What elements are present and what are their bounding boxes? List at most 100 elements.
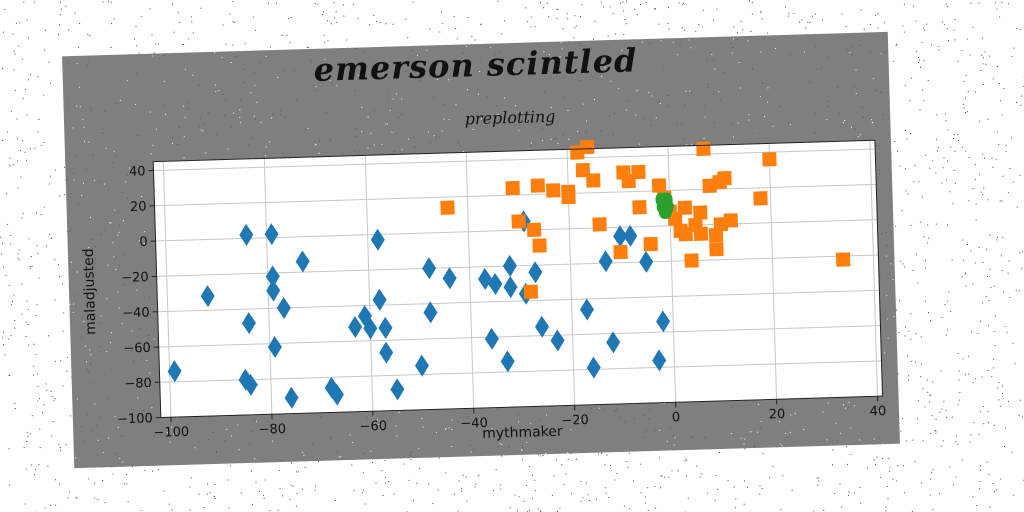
square-point (561, 189, 576, 205)
square-point (579, 139, 595, 155)
x-grid-line (465, 152, 475, 409)
diamond-point (276, 296, 291, 319)
scatter-chart: −100 −80 −60 −40 −20 0 20 40 −100 −80 −60 −40 −20 0 20… (81, 107, 887, 442)
diamond-point (639, 250, 654, 273)
square-point (545, 183, 561, 198)
square-point (835, 252, 851, 267)
square-point (643, 236, 658, 252)
x-grid-line (263, 158, 273, 415)
figure-canvas: emerson scintled −100 −80 −60 −40 −20 0 20 40 −1… (62, 31, 900, 469)
square-point (693, 205, 708, 220)
square-point (526, 222, 542, 238)
diamond-point (264, 223, 279, 246)
x-tick-label: −40 (460, 416, 488, 432)
diamond-point (348, 316, 363, 339)
diamond-point (295, 250, 310, 273)
x-tick-label: 0 (672, 410, 681, 425)
y-tick-label: 40 (129, 164, 146, 179)
square-point (723, 213, 739, 228)
x-tick-label: −60 (359, 419, 387, 435)
diamond-point (378, 316, 393, 339)
y-axis-label: maladjusted (81, 248, 100, 335)
diamond-point (528, 261, 543, 284)
diamond-point (623, 224, 638, 247)
diamond-point (442, 267, 457, 290)
y-grid-line (159, 360, 882, 383)
diamond-point (423, 301, 438, 324)
square-point (532, 238, 547, 253)
diamond-point (329, 383, 344, 406)
square-point (717, 171, 732, 186)
diamond-point (586, 356, 601, 379)
square-point (684, 253, 699, 268)
y-tick-label: −80 (124, 376, 152, 392)
square-point (708, 227, 724, 243)
diamond-point (652, 349, 667, 372)
diamond-point (200, 285, 215, 308)
diamond-point (167, 360, 182, 383)
diamond-point (535, 315, 550, 338)
x-tick-label: −20 (561, 413, 589, 429)
x-axis-label: mythmaker (482, 424, 563, 442)
diamond-point (265, 265, 280, 288)
square-point (762, 152, 777, 167)
square-point (753, 191, 768, 206)
diamond-point (266, 279, 281, 302)
axis-ticks: −100 −80 −60 −40 −20 0 20 40 −100 −80 −60 −40 −20 0 20… (117, 164, 887, 441)
square-point (523, 284, 539, 299)
circle-point (661, 195, 672, 210)
x-tick-label: 20 (769, 407, 786, 422)
square-point (530, 178, 546, 193)
square-point (505, 180, 520, 196)
diamond-point (243, 373, 258, 396)
y-tick-label: 20 (130, 200, 147, 215)
square-point (631, 164, 646, 180)
x-grid-line (768, 143, 778, 400)
diamond-point (379, 341, 394, 364)
x-grid-line (869, 140, 879, 397)
square-point (511, 214, 526, 229)
x-grid-line (364, 155, 374, 412)
diamond-point (484, 327, 499, 350)
x-grid-line (667, 146, 677, 403)
diamond-point (422, 257, 437, 280)
diamond-point (550, 329, 565, 352)
diamond-point (390, 378, 405, 401)
diamond-point (613, 225, 628, 248)
data-points (167, 139, 851, 409)
y-tick-label: −60 (123, 341, 151, 357)
diamond-point (502, 254, 517, 277)
x-grid-line (162, 161, 172, 418)
square-point (667, 211, 683, 226)
square-point (693, 226, 709, 241)
diamond-point (598, 250, 613, 273)
square-point (613, 244, 628, 260)
diamond-point (606, 331, 621, 354)
chart-title: preplotting (464, 107, 555, 129)
y-grid-line (153, 148, 876, 171)
diamond-point (370, 228, 385, 251)
plot-frame (152, 139, 884, 419)
square-point (677, 200, 693, 215)
square-point (651, 178, 667, 193)
diamond-point (241, 312, 256, 335)
diamond-point (579, 298, 594, 321)
diamond-point (656, 310, 671, 333)
diamond-point (372, 288, 387, 311)
square-point (592, 217, 607, 232)
square-point (586, 173, 601, 188)
diamond-point (363, 317, 378, 340)
square-point (440, 200, 455, 215)
x-tick-label: 40 (869, 404, 886, 419)
x-tick-label: −80 (258, 422, 286, 438)
square-point (709, 242, 724, 257)
diamond-point (284, 386, 299, 409)
diamond-point (488, 273, 503, 295)
diamond-point (414, 354, 429, 377)
diamond-point (503, 276, 518, 299)
y-tick-label: −40 (122, 305, 150, 321)
y-tick-label: −100 (117, 411, 153, 427)
diamond-point (500, 350, 515, 373)
diamond-point (267, 336, 282, 359)
square-point (696, 141, 711, 157)
